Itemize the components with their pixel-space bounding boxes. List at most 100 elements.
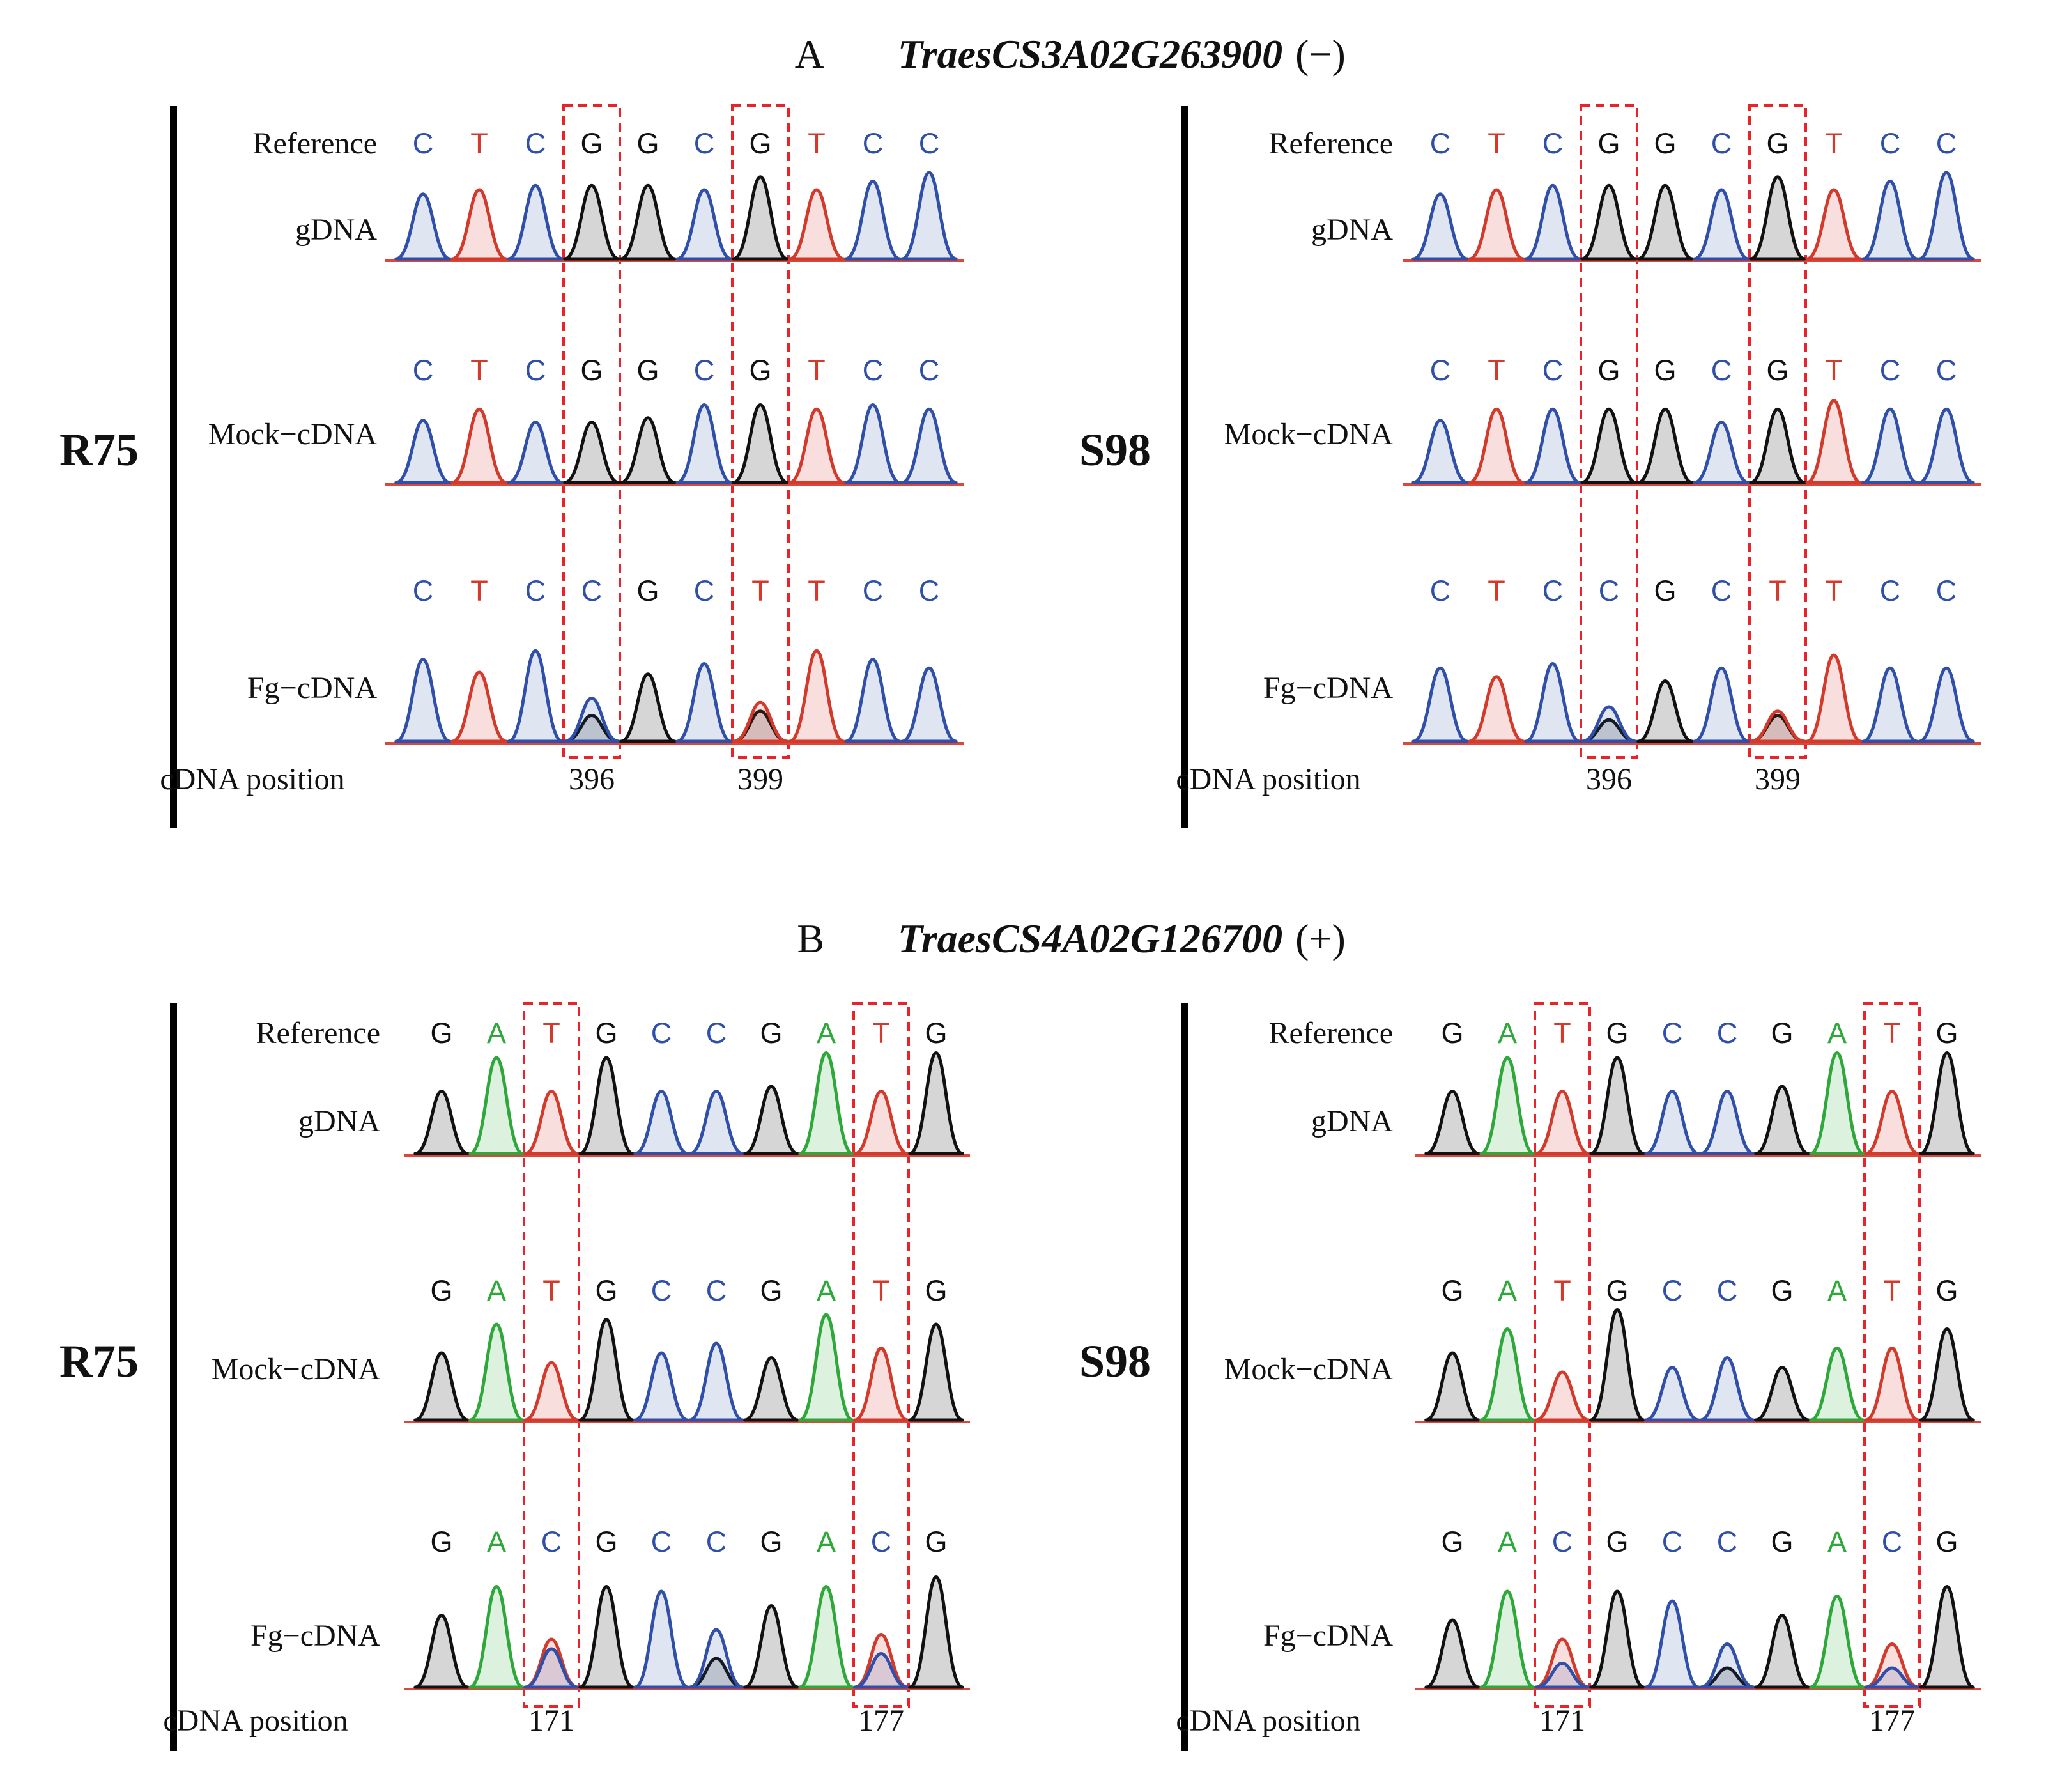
base-call-G: G <box>760 1274 782 1307</box>
sample-label-a-s98: S98 <box>1079 424 1151 475</box>
base-call-A: A <box>1498 1526 1517 1558</box>
base-call-C: C <box>1936 575 1957 607</box>
base-call-C: C <box>1662 1526 1683 1558</box>
peak-A <box>468 1056 525 1155</box>
section-b-title: TraesCS4A02G126700 (+) <box>898 916 1346 961</box>
base-call-C: C <box>1542 575 1564 607</box>
base-call-C: C <box>651 1526 672 1558</box>
peak-T <box>1864 1642 1920 1689</box>
peak-C <box>1524 662 1581 743</box>
base-call-G: G <box>430 1526 452 1558</box>
peak-T <box>450 188 508 261</box>
peak-G <box>413 1614 470 1689</box>
sample-label-b-r75: R75 <box>59 1336 139 1387</box>
base-call-G: G <box>1771 1526 1793 1558</box>
base-call-G: G <box>1654 127 1676 160</box>
peak-C <box>507 421 564 484</box>
peak-A <box>468 1322 525 1422</box>
position-label: cDNA position <box>1176 1704 1360 1738</box>
peak-T <box>523 1090 580 1155</box>
base-call-C: C <box>919 354 940 387</box>
base-call-G: G <box>430 1274 452 1307</box>
base-call-C: C <box>1430 127 1451 160</box>
peak-C <box>844 658 902 743</box>
trace-label-3: Fg−cDNA <box>1263 1619 1393 1653</box>
base-call-T: T <box>1488 575 1505 607</box>
trace-label-0: Reference <box>252 127 377 160</box>
base-call-C: C <box>1882 1526 1903 1558</box>
section-b-letter: B <box>797 916 824 961</box>
peak-T <box>788 649 845 743</box>
base-call-G: G <box>925 1526 947 1558</box>
peak-A <box>1809 1595 1865 1689</box>
peak-A <box>1479 1589 1535 1689</box>
peak-G <box>1424 1351 1481 1422</box>
base-call-G: G <box>636 354 659 387</box>
peak-G <box>1589 1308 1645 1422</box>
base-call-C: C <box>525 354 546 387</box>
chromatogram-trace <box>404 1575 970 1690</box>
peak-C <box>1524 407 1581 484</box>
base-call-A: A <box>1498 1017 1517 1049</box>
base-call-C: C <box>651 1017 672 1049</box>
base-call-G: G <box>1606 1526 1628 1558</box>
base-call-T: T <box>542 1017 560 1049</box>
base-call-G: G <box>760 1017 782 1049</box>
trace-label-2: Mock−cDNA <box>1224 1352 1394 1386</box>
trace-label-1: gDNA <box>1311 1104 1393 1138</box>
trace-label-1: gDNA <box>298 1104 380 1138</box>
peak-C <box>1918 407 1975 484</box>
peak-G <box>1636 407 1694 484</box>
peak-C <box>688 1090 744 1155</box>
base-call-T: T <box>1769 575 1787 607</box>
peak-C <box>853 1652 909 1689</box>
peak-G <box>578 1585 635 1689</box>
section-a-letter: A <box>795 31 824 77</box>
base-call-T: T <box>808 354 826 387</box>
peak-G <box>732 175 789 261</box>
peak-G <box>1580 407 1638 484</box>
base-call-G: G <box>1766 127 1788 160</box>
base-call-G: G <box>1441 1274 1463 1307</box>
divider-bar-a-s98 <box>1181 106 1188 828</box>
peak-C <box>675 403 733 484</box>
peak-C <box>900 407 958 484</box>
base-call-A: A <box>487 1274 506 1307</box>
peak-C <box>1524 183 1581 261</box>
peak-A <box>1479 1327 1535 1422</box>
chromatogram-trace <box>385 403 964 486</box>
peak-C <box>1534 1662 1590 1689</box>
peak-G <box>578 1318 635 1422</box>
peak-G <box>1636 183 1694 261</box>
peak-G <box>1589 1589 1645 1689</box>
peak-T <box>1534 1370 1590 1422</box>
highlight-box-2 <box>731 104 790 759</box>
base-call-T: T <box>1883 1017 1901 1049</box>
base-call-C: C <box>706 1017 727 1049</box>
peak-G <box>563 421 620 484</box>
base-call-C: C <box>525 575 546 607</box>
base-call-C: C <box>413 354 434 387</box>
base-call-G: G <box>595 1526 617 1558</box>
trace-label-0: Reference <box>256 1016 380 1050</box>
highlight-box-1 <box>1534 1002 1591 1708</box>
position-label: cDNA position <box>163 1704 348 1738</box>
base-call-C: C <box>1430 354 1451 387</box>
peak-T <box>1468 675 1525 743</box>
trace-label-0: Reference <box>1268 127 1393 160</box>
divider-bar-a-r75 <box>170 106 177 828</box>
base-call-C: C <box>1711 354 1732 387</box>
peak-C <box>633 1090 689 1155</box>
divider-bar-b-r75 <box>170 1003 177 1751</box>
peak-C <box>688 1341 744 1422</box>
peak-T <box>1468 188 1525 261</box>
base-call-C: C <box>694 354 715 387</box>
trace-label-0: Reference <box>1268 1016 1393 1050</box>
peak-T <box>1805 188 1863 261</box>
base-call-G: G <box>925 1017 947 1049</box>
base-call-G: G <box>430 1017 452 1049</box>
peak-C <box>1861 666 1919 743</box>
peak-G <box>1424 1090 1481 1155</box>
